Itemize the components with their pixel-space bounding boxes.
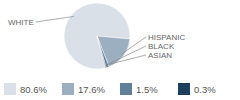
legend-label: 1.5%	[136, 84, 158, 95]
legend-label: 0.3%	[194, 84, 216, 95]
legend-swatch	[178, 83, 190, 95]
slice-label: HISPANIC	[148, 33, 185, 42]
slice-label: ASIAN	[148, 51, 172, 60]
leader-line	[105, 55, 146, 65]
legend: 80.6% 17.6% 1.5% 0.3%	[4, 83, 216, 95]
legend-label: 17.6%	[78, 84, 105, 95]
slice-label: WHITE	[8, 18, 34, 27]
legend-swatch	[4, 83, 16, 95]
pie-slice	[97, 36, 106, 68]
pie	[64, 3, 130, 69]
leader-line	[107, 46, 146, 65]
legend-swatch	[120, 83, 132, 95]
chart: WHITE HISPANICBLACKASIAN 80.6% 17.6% 1.5% 0.3…	[0, 0, 240, 100]
slice-label: BLACK	[148, 42, 175, 51]
leader-line	[36, 16, 74, 22]
legend-label: 80.6%	[20, 84, 47, 95]
pie-slice	[64, 3, 130, 69]
pie-slice	[97, 36, 109, 68]
legend-swatch	[62, 83, 74, 95]
